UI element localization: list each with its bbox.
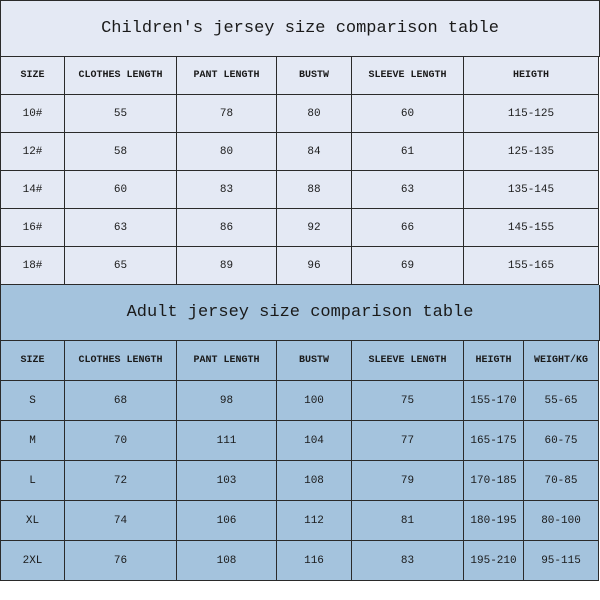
table-row: XL 74 106 112 81 180-195 80-100 — [1, 501, 600, 541]
cell-clothes: 72 — [65, 461, 177, 501]
cell-clothes: 68 — [65, 381, 177, 421]
cell-height: 135-145 — [464, 171, 599, 209]
cell-bust: 104 — [277, 421, 352, 461]
cell-bust: 116 — [277, 541, 352, 581]
cell-size: 14# — [1, 171, 65, 209]
col-height: HEIGTH — [464, 341, 524, 381]
cell-pant: 103 — [177, 461, 277, 501]
adult-table-title: Adult jersey size comparison table — [1, 285, 600, 341]
cell-size: 18# — [1, 247, 65, 285]
cell-clothes: 63 — [65, 209, 177, 247]
cell-size: 10# — [1, 95, 65, 133]
cell-weight: 60-75 — [524, 421, 599, 461]
cell-pant: 83 — [177, 171, 277, 209]
col-bust: BUSTW — [277, 57, 352, 95]
cell-weight: 80-100 — [524, 501, 599, 541]
children-table-title: Children's jersey size comparison table — [1, 1, 600, 57]
children-table: SIZE CLOTHES LENGTH PANT LENGTH BUSTW SL… — [1, 57, 600, 285]
cell-sleeve: 60 — [352, 95, 464, 133]
cell-clothes: 70 — [65, 421, 177, 461]
size-tables-container: Children's jersey size comparison table … — [0, 0, 600, 581]
table-row: 10# 55 78 80 60 115-125 — [1, 95, 600, 133]
cell-clothes: 74 — [65, 501, 177, 541]
col-sleeve: SLEEVE LENGTH — [352, 341, 464, 381]
cell-bust: 108 — [277, 461, 352, 501]
col-clothes: CLOTHES LENGTH — [65, 341, 177, 381]
cell-pant: 111 — [177, 421, 277, 461]
table-row: L 72 103 108 79 170-185 70-85 — [1, 461, 600, 501]
cell-clothes: 60 — [65, 171, 177, 209]
cell-bust: 96 — [277, 247, 352, 285]
col-sleeve: SLEEVE LENGTH — [352, 57, 464, 95]
cell-size: 2XL — [1, 541, 65, 581]
cell-weight: 70-85 — [524, 461, 599, 501]
cell-sleeve: 63 — [352, 171, 464, 209]
cell-pant: 106 — [177, 501, 277, 541]
children-header-row: SIZE CLOTHES LENGTH PANT LENGTH BUSTW SL… — [1, 57, 600, 95]
cell-pant: 86 — [177, 209, 277, 247]
cell-height: 125-135 — [464, 133, 599, 171]
cell-sleeve: 83 — [352, 541, 464, 581]
col-size: SIZE — [1, 57, 65, 95]
table-row: M 70 111 104 77 165-175 60-75 — [1, 421, 600, 461]
table-row: S 68 98 100 75 155-170 55-65 — [1, 381, 600, 421]
cell-bust: 80 — [277, 95, 352, 133]
cell-weight: 95-115 — [524, 541, 599, 581]
col-pant: PANT LENGTH — [177, 341, 277, 381]
cell-pant: 98 — [177, 381, 277, 421]
cell-pant: 78 — [177, 95, 277, 133]
cell-clothes: 76 — [65, 541, 177, 581]
cell-height: 195-210 — [464, 541, 524, 581]
cell-height: 155-165 — [464, 247, 599, 285]
col-size: SIZE — [1, 341, 65, 381]
cell-size: 12# — [1, 133, 65, 171]
cell-size: XL — [1, 501, 65, 541]
adult-table: SIZE CLOTHES LENGTH PANT LENGTH BUSTW SL… — [1, 341, 600, 581]
col-height: HEIGTH — [464, 57, 599, 95]
cell-height: 115-125 — [464, 95, 599, 133]
table-row: 12# 58 80 84 61 125-135 — [1, 133, 600, 171]
col-clothes: CLOTHES LENGTH — [65, 57, 177, 95]
cell-sleeve: 66 — [352, 209, 464, 247]
cell-size: M — [1, 421, 65, 461]
cell-size: S — [1, 381, 65, 421]
table-row: 2XL 76 108 116 83 195-210 95-115 — [1, 541, 600, 581]
cell-sleeve: 77 — [352, 421, 464, 461]
cell-height: 180-195 — [464, 501, 524, 541]
col-bust: BUSTW — [277, 341, 352, 381]
cell-bust: 100 — [277, 381, 352, 421]
cell-bust: 84 — [277, 133, 352, 171]
cell-clothes: 65 — [65, 247, 177, 285]
cell-pant: 89 — [177, 247, 277, 285]
table-row: 14# 60 83 88 63 135-145 — [1, 171, 600, 209]
cell-sleeve: 75 — [352, 381, 464, 421]
cell-height: 155-170 — [464, 381, 524, 421]
cell-pant: 80 — [177, 133, 277, 171]
cell-size: L — [1, 461, 65, 501]
cell-clothes: 58 — [65, 133, 177, 171]
cell-sleeve: 81 — [352, 501, 464, 541]
cell-bust: 112 — [277, 501, 352, 541]
table-row: 18# 65 89 96 69 155-165 — [1, 247, 600, 285]
cell-weight: 55-65 — [524, 381, 599, 421]
cell-sleeve: 61 — [352, 133, 464, 171]
col-pant: PANT LENGTH — [177, 57, 277, 95]
cell-bust: 88 — [277, 171, 352, 209]
cell-size: 16# — [1, 209, 65, 247]
adult-header-row: SIZE CLOTHES LENGTH PANT LENGTH BUSTW SL… — [1, 341, 600, 381]
cell-height: 145-155 — [464, 209, 599, 247]
table-row: 16# 63 86 92 66 145-155 — [1, 209, 600, 247]
cell-sleeve: 69 — [352, 247, 464, 285]
cell-height: 170-185 — [464, 461, 524, 501]
cell-clothes: 55 — [65, 95, 177, 133]
cell-sleeve: 79 — [352, 461, 464, 501]
cell-bust: 92 — [277, 209, 352, 247]
col-weight: WEIGHT/KG — [524, 341, 599, 381]
cell-pant: 108 — [177, 541, 277, 581]
cell-height: 165-175 — [464, 421, 524, 461]
